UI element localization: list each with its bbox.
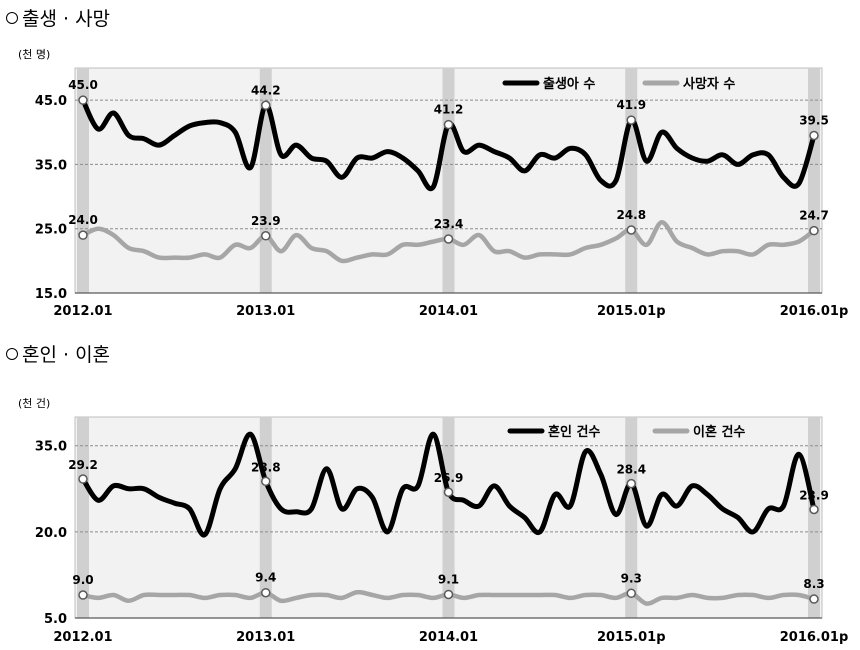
data-point-marker (809, 130, 819, 141)
data-label: 39.5 (799, 114, 829, 128)
data-point-marker (261, 476, 271, 487)
data-label: 23.9 (799, 488, 829, 502)
data-point-marker (443, 234, 454, 244)
january-band (259, 417, 272, 618)
data-label: 45.0 (68, 78, 98, 92)
january-band (808, 417, 820, 618)
legend-label: 이혼 건수 (693, 424, 745, 440)
legend-label: 사망자 수 (683, 76, 735, 92)
chart-births-deaths: 15.0 25.0 35.0 45.0 (천 명) 2012.01 2013.01 2014.… (18, 47, 849, 319)
data-point-marker (261, 231, 271, 241)
data-label: 24.7 (799, 209, 829, 223)
data-label: 23.9 (251, 214, 281, 228)
data-label: 28.8 (251, 460, 281, 474)
data-point-marker (261, 100, 271, 111)
x-tick-label: 2016.01p (780, 304, 849, 319)
data-label: 24.0 (68, 213, 98, 227)
section-title-marriages-divorces: 혼인 · 이혼 (6, 340, 110, 367)
section-title-text: 혼인 · 이혼 (22, 344, 111, 366)
y-axis-unit-label: (천 명) (18, 47, 50, 61)
data-point-marker (443, 119, 454, 130)
data-point-marker (78, 474, 88, 484)
x-tick-label: 2014.01 (419, 304, 478, 319)
data-point-marker (626, 115, 636, 125)
x-tick-label: 2013.01 (236, 304, 295, 319)
y-tick-label: 35.0 (35, 158, 67, 173)
data-point-marker (809, 504, 819, 515)
y-tick-label: 5.0 (44, 612, 67, 627)
january-band (442, 417, 455, 618)
data-label: 23.4 (434, 217, 464, 231)
data-label: 41.2 (434, 103, 464, 117)
y-tick-label: 15.0 (35, 287, 67, 302)
data-label: 44.2 (251, 83, 281, 97)
x-tick-label: 2014.01 (419, 630, 478, 645)
data-label: 26.9 (434, 471, 464, 485)
data-label: 41.9 (616, 98, 646, 112)
data-label: 9.3 (621, 571, 642, 585)
data-label: 9.1 (438, 572, 459, 586)
legend-label: 출생아 수 (543, 76, 595, 92)
section-title-births-deaths: 출생 · 사망 (6, 4, 110, 31)
data-label: 9.0 (72, 573, 93, 587)
data-point-marker (809, 225, 819, 236)
data-point-marker (78, 95, 88, 105)
x-tick-label: 2015.01p (597, 630, 666, 645)
section-title-text: 출생 · 사망 (22, 8, 111, 30)
y-tick-label: 35.0 (35, 440, 67, 455)
data-point-marker (78, 230, 88, 240)
y-tick-label: 20.0 (35, 526, 67, 541)
x-tick-label: 2013.01 (236, 630, 295, 645)
chart-marriages-divorces: 5.0 20.0 35.0 (천 건) 2012.01 2013.01 2014.01 201… (18, 396, 849, 645)
data-point-marker (261, 587, 271, 598)
y-tick-label: 45.0 (35, 94, 67, 109)
x-tick-label: 2016.01p (780, 630, 849, 645)
data-point-marker (443, 487, 454, 497)
legend-label: 혼인 건수 (548, 424, 600, 440)
y-axis-unit-label: (천 건) (18, 396, 50, 410)
data-label: 9.4 (255, 571, 276, 585)
january-band (625, 417, 638, 618)
data-point-marker (626, 225, 636, 235)
january-band (77, 417, 89, 618)
data-label: 29.2 (68, 458, 98, 472)
january-band (808, 68, 820, 293)
y-tick-label: 25.0 (35, 223, 67, 238)
data-label: 28.4 (616, 463, 646, 477)
data-point-marker (626, 588, 636, 599)
circle-bullet-icon (6, 11, 18, 24)
circle-bullet-icon (6, 347, 18, 360)
x-tick-label: 2012.01 (53, 630, 112, 645)
data-point-marker (443, 589, 454, 600)
x-tick-label: 2015.01p (597, 304, 666, 319)
data-point-marker (78, 590, 88, 600)
data-label: 24.8 (616, 208, 646, 222)
data-point-marker (626, 478, 636, 489)
x-tick-label: 2012.01 (53, 304, 112, 319)
data-point-marker (809, 594, 819, 604)
data-label: 8.3 (803, 577, 824, 591)
